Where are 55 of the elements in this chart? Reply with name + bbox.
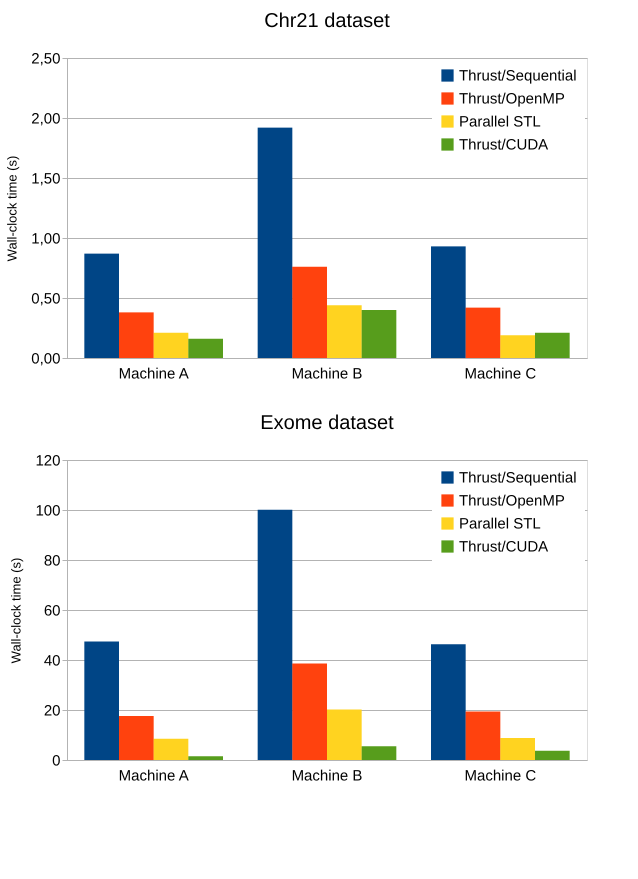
x-tick-label: Machine C <box>464 366 536 382</box>
bar <box>84 254 119 358</box>
bar <box>327 710 362 760</box>
bar <box>500 335 535 358</box>
x-tick-label: Machine A <box>118 366 189 382</box>
x-tick-label: Machine C <box>464 768 536 784</box>
y-tick-label: 0,00 <box>31 350 60 368</box>
bar <box>292 266 327 358</box>
y-tick-label: 100 <box>35 502 60 520</box>
bar <box>154 738 188 760</box>
legend-label: Thrust/OpenMP <box>459 492 565 510</box>
y-axis-title: Wall-clock time (s) <box>4 156 20 262</box>
legend-label: Thrust/Sequential <box>459 470 577 486</box>
bar <box>119 312 154 358</box>
bar <box>431 644 466 760</box>
x-tick-label: Machine A <box>118 768 189 784</box>
x-tick-label: Machine B <box>292 366 362 382</box>
bar <box>258 128 292 358</box>
chart-title: Exome dataset <box>260 412 394 434</box>
legend-label: Thrust/CUDA <box>459 538 548 556</box>
y-tick-label: 40 <box>44 652 60 670</box>
legend-label: Thrust/OpenMP <box>459 90 565 108</box>
bar <box>362 310 396 358</box>
bar <box>327 305 362 358</box>
bar <box>535 332 570 358</box>
bar <box>292 664 327 760</box>
bar <box>466 712 500 760</box>
y-tick-label: 0 <box>52 752 60 770</box>
legend-label: Thrust/Sequential <box>459 68 577 84</box>
bar <box>431 246 466 358</box>
bar <box>188 338 223 358</box>
y-tick-label: 80 <box>44 552 60 570</box>
bar <box>362 746 396 760</box>
y-tick-label: 60 <box>44 602 60 620</box>
y-tick-label: 0,50 <box>31 290 60 308</box>
chart-title: Chr21 dataset <box>264 10 390 32</box>
y-tick-label: 1,00 <box>31 230 60 248</box>
y-tick-label: 20 <box>44 702 60 720</box>
bar <box>119 716 154 760</box>
bar <box>258 510 292 760</box>
y-tick-label: 2,00 <box>31 110 60 128</box>
y-axis-title: Wall-clock time (s) <box>8 558 24 664</box>
bar <box>535 750 570 760</box>
legend-label: Parallel STL <box>459 114 541 130</box>
legend-label: Thrust/CUDA <box>459 136 548 154</box>
y-tick-label: 120 <box>35 452 60 470</box>
bar <box>466 308 500 358</box>
bar <box>84 642 119 760</box>
bar <box>188 756 223 760</box>
bar <box>500 738 535 760</box>
legend-label: Parallel STL <box>459 516 541 532</box>
bar <box>154 332 188 358</box>
y-tick-label: 2,50 <box>31 50 60 68</box>
y-tick-label: 1,50 <box>31 170 60 188</box>
x-tick-label: Machine B <box>292 768 362 784</box>
